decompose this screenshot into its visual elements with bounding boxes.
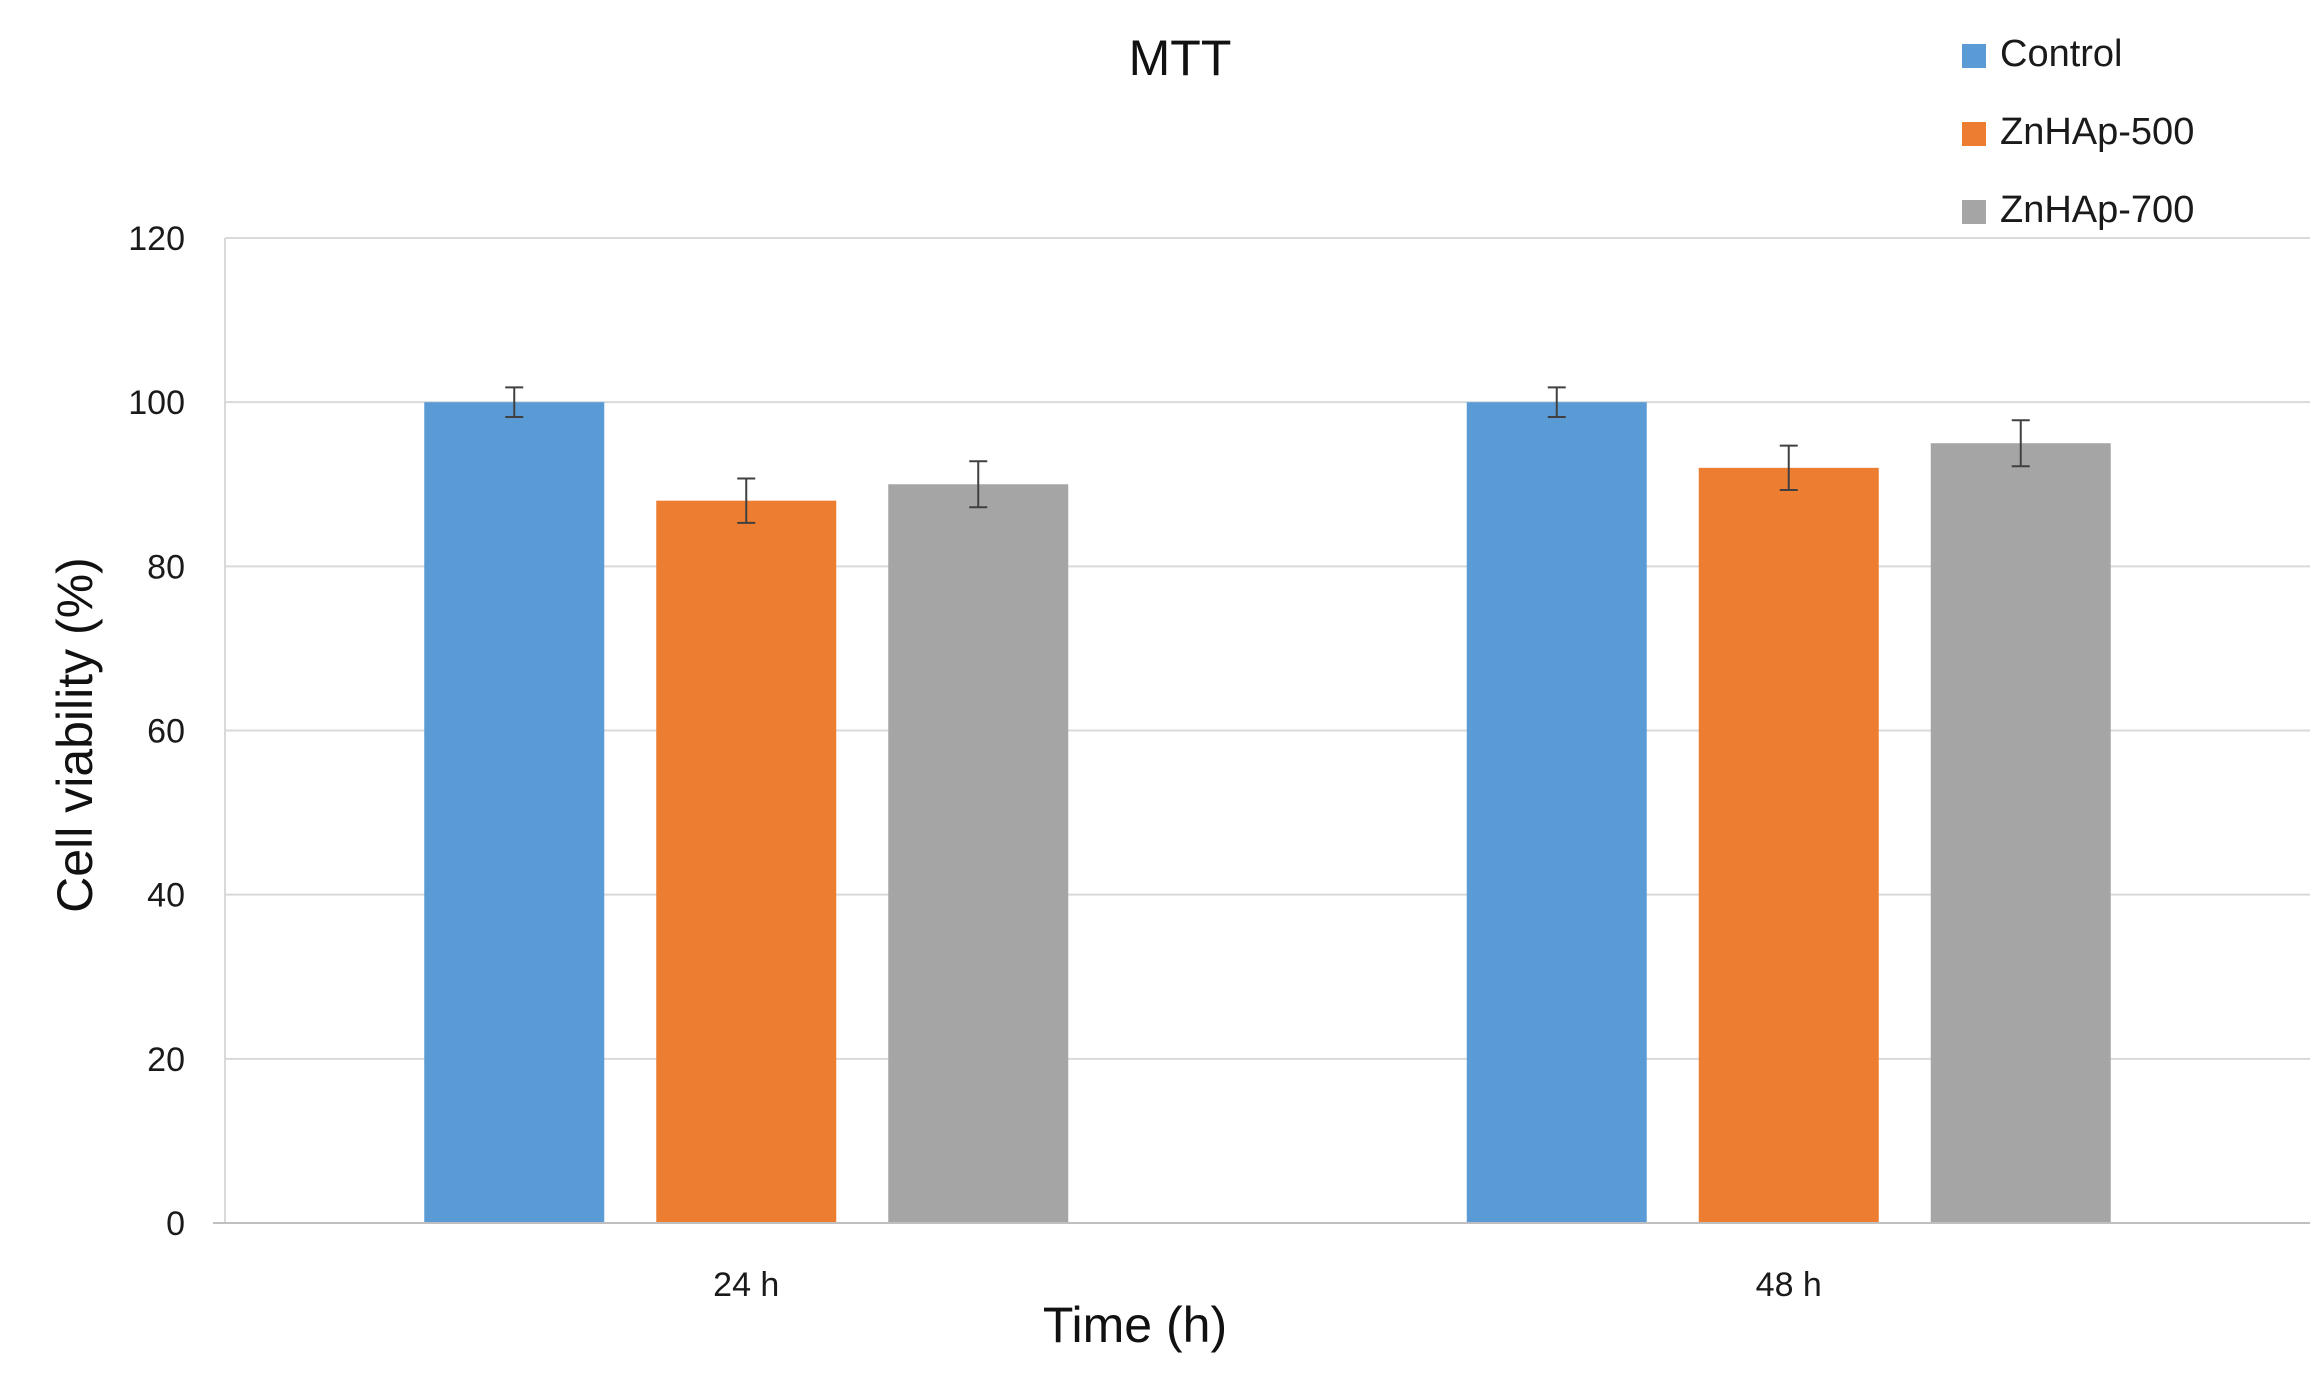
error-bar bbox=[2011, 419, 2030, 468]
bar-control-1 bbox=[1466, 402, 1647, 1224]
error-bar bbox=[969, 460, 988, 509]
error-bar bbox=[505, 386, 524, 418]
legend-item: Control bbox=[1962, 33, 2123, 75]
bars bbox=[424, 402, 2111, 1224]
error-bar bbox=[1547, 386, 1566, 418]
y-tick-label: 80 bbox=[147, 548, 185, 586]
y-axis-ticks: 0 20 40 60 80 100 120 bbox=[128, 220, 185, 1243]
legend-swatch bbox=[1962, 122, 1986, 146]
error-bar bbox=[1779, 444, 1798, 491]
y-tick-label: 40 bbox=[147, 877, 185, 915]
legend-item: ZnHAp-700 bbox=[1962, 189, 2194, 231]
legend: Control ZnHAp-500 ZnHAp-700 bbox=[1962, 33, 2194, 231]
y-tick-label: 0 bbox=[166, 1205, 185, 1243]
y-axis-title: Cell viability (%) bbox=[47, 557, 103, 913]
bar-control-0 bbox=[424, 402, 605, 1224]
bar-znhap-500-0 bbox=[656, 500, 837, 1224]
y-tick-label: 20 bbox=[147, 1041, 185, 1079]
legend-swatch bbox=[1962, 200, 1986, 224]
legend-label: ZnHAp-700 bbox=[2000, 189, 2194, 231]
x-tick-label: 48 h bbox=[1756, 1266, 1822, 1304]
bar-znhap-700-1 bbox=[1930, 443, 2111, 1223]
error-bar bbox=[737, 477, 756, 524]
x-axis-title: Time (h) bbox=[1043, 1297, 1227, 1353]
legend-label: Control bbox=[2000, 33, 2123, 75]
error-bars bbox=[505, 386, 2030, 524]
x-tick-label: 24 h bbox=[713, 1266, 779, 1304]
x-axis-ticks: 24 h 48 h bbox=[713, 1266, 1822, 1304]
bar-znhap-700-0 bbox=[888, 484, 1069, 1223]
y-tick-label: 120 bbox=[128, 220, 185, 258]
legend-label: ZnHAp-500 bbox=[2000, 111, 2194, 153]
chart-title: MTT bbox=[1129, 30, 1232, 86]
legend-swatch bbox=[1962, 44, 1986, 68]
y-tick-label: 100 bbox=[128, 384, 185, 422]
legend-item: ZnHAp-500 bbox=[1962, 111, 2194, 153]
y-tick-label: 60 bbox=[147, 713, 185, 751]
bar-znhap-500-1 bbox=[1698, 467, 1879, 1223]
